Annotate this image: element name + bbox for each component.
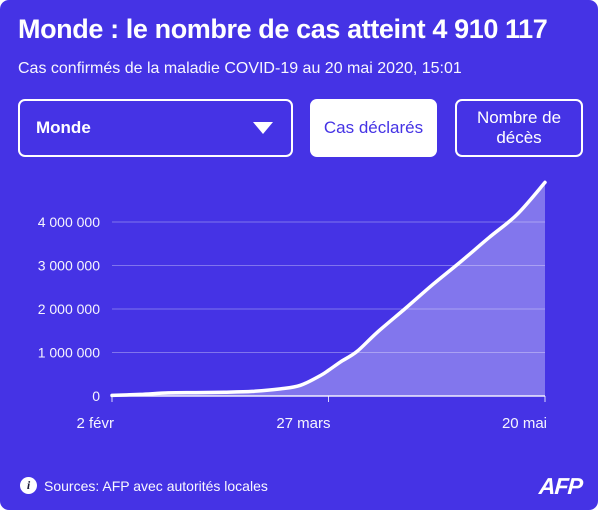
sources-text: Sources: AFP avec autorités locales xyxy=(44,478,268,494)
x-axis-label: 2 févr xyxy=(76,415,114,432)
afp-logo: AFP xyxy=(538,473,583,499)
page-title: Monde : le nombre de cas atteint 4 910 1… xyxy=(18,14,548,44)
region-dropdown-value: Monde xyxy=(36,118,91,137)
tab-cases-button[interactable]: Cas déclarés xyxy=(310,99,437,157)
info-icon[interactable]: i xyxy=(20,477,37,494)
cases-area-chart: 0 1 000 000 2 000 000 3 000 000 4 000 000 2 f… xyxy=(38,180,547,432)
y-axis-label: 3 000 000 xyxy=(38,258,100,274)
chart-subtitle: Cas confirmés de la maladie COVID-19 au … xyxy=(18,60,462,77)
region-dropdown[interactable]: Monde xyxy=(18,99,293,157)
chevron-down-icon xyxy=(253,122,273,134)
area-fill xyxy=(112,182,545,396)
x-axis-label: 20 mai xyxy=(502,415,547,432)
y-axis-label: 2 000 000 xyxy=(38,301,100,317)
x-axis-label: 27 mars xyxy=(276,415,330,432)
cases-line xyxy=(110,180,547,398)
y-axis-label: 1 000 000 xyxy=(38,345,100,361)
y-axis-label: 4 000 000 xyxy=(38,214,100,230)
tab-deaths-button[interactable]: Nombre de décès xyxy=(455,99,583,157)
y-axis-label: 0 xyxy=(92,388,100,404)
